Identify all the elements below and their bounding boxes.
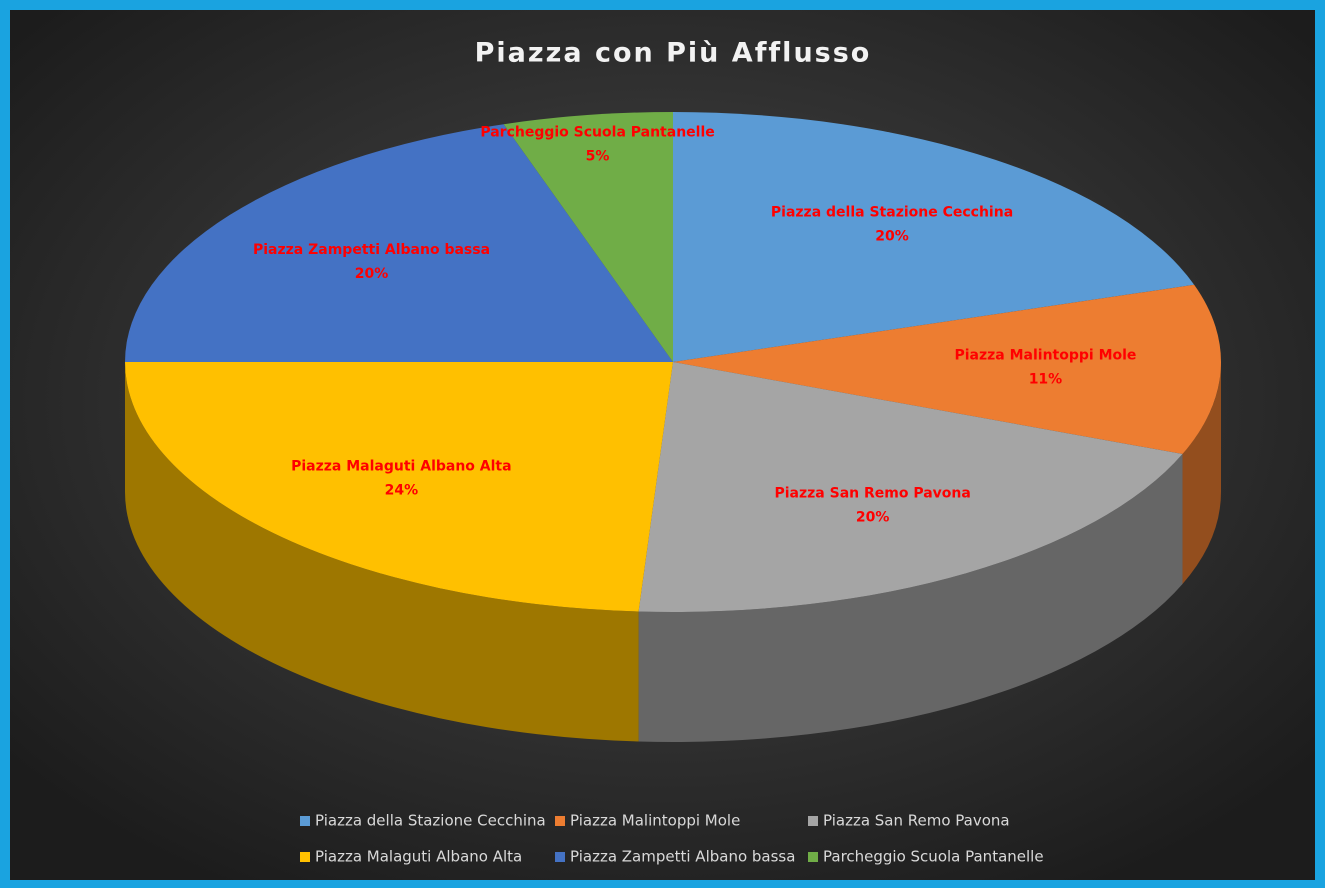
data-label-name: Piazza Malintoppi Mole	[954, 347, 1136, 363]
data-label-name: Piazza della Stazione Cecchina	[771, 204, 1013, 220]
legend-label: Piazza San Remo Pavona	[823, 812, 1010, 830]
data-label-value: 5%	[586, 149, 610, 165]
slice	[125, 124, 673, 362]
legend-label: Piazza Malaguti Albano Alta	[315, 848, 522, 866]
data-label-name: Piazza San Remo Pavona	[774, 486, 970, 502]
slice	[638, 362, 1183, 612]
data-label-value: 11%	[1029, 371, 1063, 387]
legend-swatch	[808, 816, 818, 826]
legend-label: Piazza Zampetti Albano bassa	[570, 848, 795, 866]
data-label-name: Piazza Malaguti Albano Alta	[291, 458, 511, 474]
data-label-value: 20%	[856, 510, 890, 526]
data-label-value: 24%	[385, 482, 419, 498]
legend-swatch	[300, 852, 310, 862]
legend-label: Piazza Malintoppi Mole	[570, 812, 740, 830]
data-label-value: 20%	[875, 228, 909, 244]
legend-label: Piazza della Stazione Cecchina	[315, 812, 546, 830]
slice	[125, 362, 673, 612]
legend-swatch	[555, 852, 565, 862]
data-label-value: 20%	[355, 266, 389, 282]
legend-swatch	[808, 852, 818, 862]
slice-side	[1182, 362, 1221, 585]
slice	[673, 112, 1195, 362]
legend-swatch	[300, 816, 310, 826]
slice	[673, 284, 1221, 455]
chart-title: Piazza con Più Afflusso	[475, 38, 872, 69]
slice	[503, 112, 673, 362]
slice-side	[638, 454, 1183, 742]
legend-label: Parcheggio Scuola Pantanelle	[823, 848, 1044, 866]
slice-side	[125, 362, 639, 742]
data-label-name: Piazza Zampetti Albano bassa	[253, 242, 490, 258]
legend-swatch	[555, 816, 565, 826]
data-label-name: Parcheggio Scuola Pantanelle	[480, 125, 714, 141]
